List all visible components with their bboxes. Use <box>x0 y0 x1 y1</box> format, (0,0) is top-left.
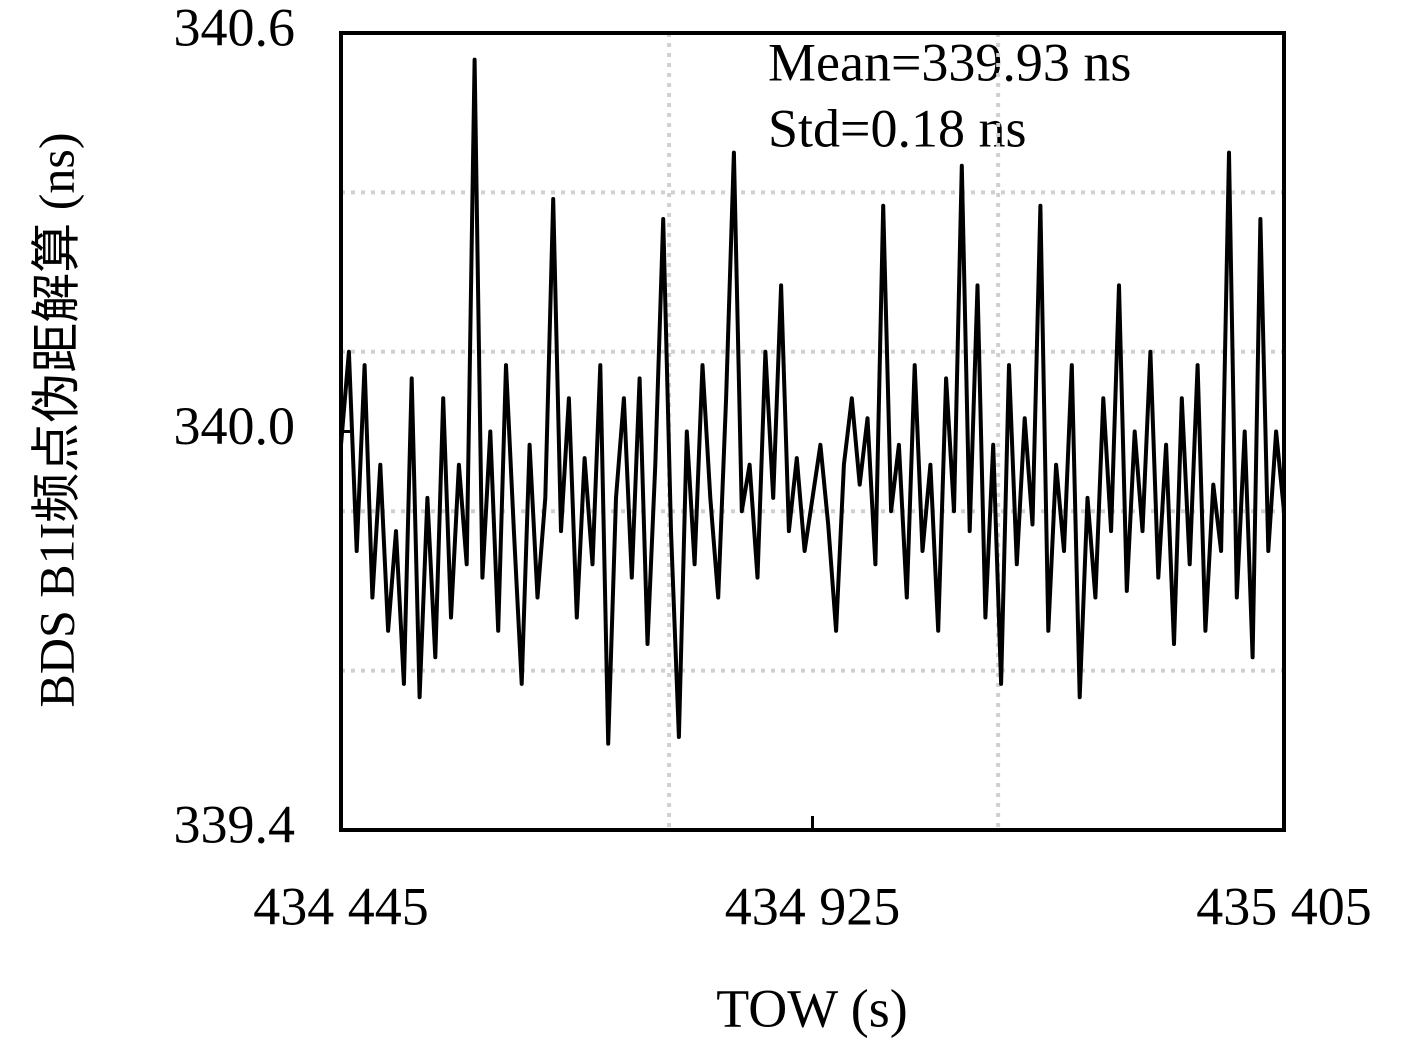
annotation: Mean=339.93 ns <box>768 32 1131 92</box>
data-line <box>339 57 1286 746</box>
y-tick-label: 339.4 <box>174 794 296 854</box>
x-tick-label: 435 405 <box>1196 876 1372 936</box>
annotation: Std=0.18 ns <box>768 98 1027 158</box>
x-tick-label: 434 925 <box>725 876 901 936</box>
y-tick-label: 340.6 <box>174 0 296 57</box>
y-tick-label: 340.0 <box>174 396 296 456</box>
y-axis-label: BDS B1I频点伪距解算 (ns) <box>28 132 84 707</box>
x-axis-label: TOW (s) <box>716 978 907 1038</box>
plot-frame <box>339 31 1286 832</box>
x-tick-label: 434 445 <box>253 876 429 936</box>
